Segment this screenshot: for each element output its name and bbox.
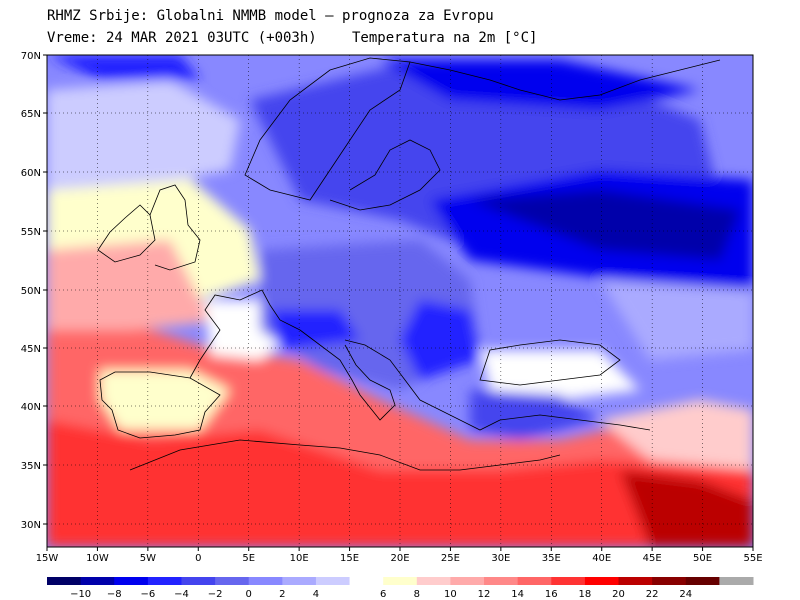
lon-label: 40E — [592, 553, 611, 564]
legend-swatch — [484, 577, 519, 585]
lat-label: 70N — [21, 51, 41, 62]
lon-label: 0 — [195, 553, 201, 564]
legend-swatch — [450, 577, 485, 585]
legend-label: −10 — [70, 589, 91, 600]
legend-label: −6 — [140, 589, 155, 600]
legend-swatch — [416, 577, 451, 585]
legend-label: 10 — [444, 589, 457, 600]
legend-label: 22 — [646, 589, 659, 600]
lon-label: 15W — [36, 553, 59, 564]
legend-swatch — [147, 577, 182, 585]
longitude-labels: 15W 10W 5W 0 5E 10E 15E 20E 25E 30E 35E 40E 45E 50E 55… — [36, 547, 763, 564]
lon-label: 50E — [693, 553, 712, 564]
coastlines — [97, 57, 721, 471]
variable-title: Temperatura na 2m [°C] — [352, 30, 538, 46]
legend-swatch — [652, 577, 687, 585]
legend-label: 20 — [612, 589, 625, 600]
legend-label: 14 — [511, 589, 524, 600]
lon-label: 30E — [491, 553, 510, 564]
graticule — [47, 55, 753, 547]
legend-label: 24 — [679, 589, 692, 600]
legend-label: 2 — [279, 589, 285, 600]
lon-label: 10W — [86, 553, 109, 564]
legend-label: −4 — [174, 589, 189, 600]
lat-label: 40N — [21, 402, 41, 413]
legend-label: 4 — [313, 589, 319, 600]
legend-labels: −10 −8 −6 −4 −2 0 2 4 6 8 10 12 14 16 18 20 22 24 — [70, 589, 692, 600]
lat-label: 60N — [21, 168, 41, 179]
lon-label: 55E — [743, 553, 762, 564]
legend-label: 12 — [478, 589, 491, 600]
color-legend — [47, 577, 754, 585]
lon-label: 25E — [441, 553, 460, 564]
lat-label: 35N — [21, 461, 41, 472]
lat-label: 45N — [21, 344, 41, 355]
lat-label: 50N — [21, 286, 41, 297]
forecast-time: Vreme: 24 MAR 2021 03UTC (+003h) — [47, 30, 317, 46]
legend-swatch — [47, 577, 82, 585]
legend-swatch — [584, 577, 620, 585]
legend-swatch — [551, 577, 586, 585]
lon-label: 15E — [340, 553, 359, 564]
legend-swatch — [181, 577, 216, 585]
legend-swatch — [282, 577, 317, 585]
legend-swatch — [215, 577, 250, 585]
legend-label: 16 — [545, 589, 558, 600]
legend-label: 18 — [579, 589, 592, 600]
legend-label: 8 — [414, 589, 420, 600]
legend-swatch — [517, 577, 552, 585]
legend-swatch — [383, 577, 418, 585]
chart-title: RHMZ Srbije: Globalni NMMB model — progn… — [47, 8, 494, 24]
legend-swatch — [114, 577, 149, 585]
latitude-labels: 70N 65N 60N 55N 50N 45N 40N 35N 30N — [21, 51, 47, 531]
legend-swatch — [685, 577, 720, 585]
legend-label: 6 — [380, 589, 386, 600]
legend-label: −8 — [107, 589, 122, 600]
lon-label: 45E — [643, 553, 662, 564]
legend-swatch — [719, 577, 754, 585]
lon-label: 10E — [290, 553, 309, 564]
lat-label: 65N — [21, 109, 41, 120]
lon-label: 35E — [542, 553, 561, 564]
legend-swatch — [349, 577, 384, 585]
lon-label: 5E — [242, 553, 255, 564]
lon-label: 5W — [140, 553, 156, 564]
lon-label: 20E — [390, 553, 409, 564]
legend-swatch — [80, 577, 115, 585]
legend-swatch — [248, 577, 283, 585]
legend-label: −2 — [208, 589, 223, 600]
lat-label: 55N — [21, 227, 41, 238]
legend-label: 0 — [246, 589, 252, 600]
legend-swatch — [618, 577, 653, 585]
legend-swatch — [315, 577, 351, 585]
temperature-field — [47, 55, 753, 547]
lat-label: 30N — [21, 520, 41, 531]
